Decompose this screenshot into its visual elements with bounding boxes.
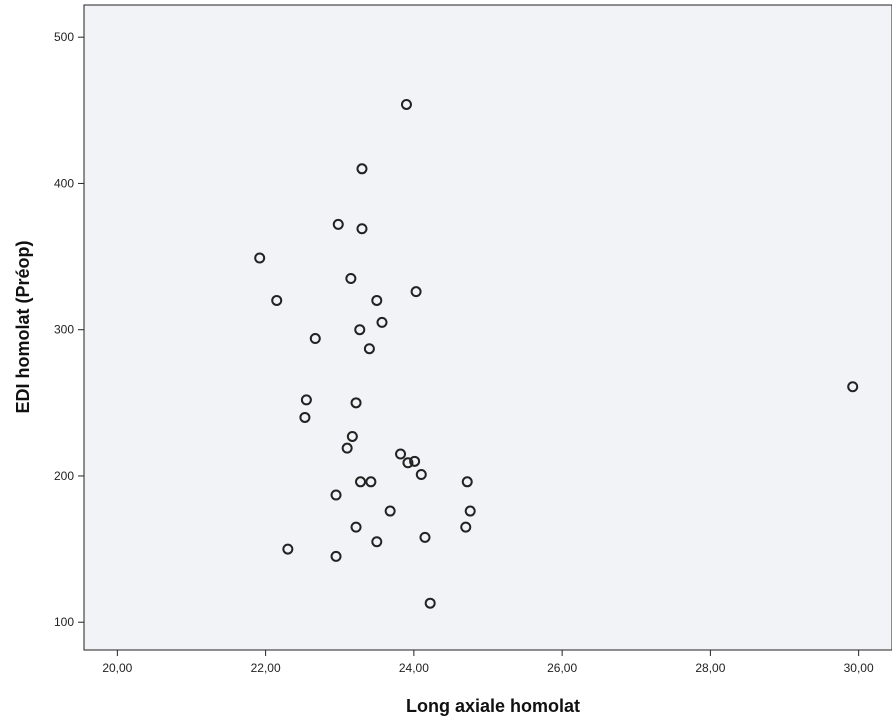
y-tick-label: 300 xyxy=(54,323,74,337)
data-point xyxy=(330,550,342,562)
data-point xyxy=(371,294,383,306)
data-point xyxy=(384,505,396,517)
data-point xyxy=(402,457,414,469)
data-point xyxy=(363,343,375,355)
data-point xyxy=(400,98,412,110)
x-tick-label: 26,00 xyxy=(547,661,577,675)
data-point xyxy=(415,468,427,480)
data-point xyxy=(345,273,357,285)
data-point xyxy=(282,543,294,555)
x-axis: 20,00 22,00 24,00 26,00 28,00 30,00 xyxy=(102,650,874,675)
x-axis-title: Long axiale homolat xyxy=(406,696,580,716)
data-point xyxy=(330,489,342,501)
data-point xyxy=(395,448,407,460)
data-point xyxy=(354,476,366,488)
data-point xyxy=(350,521,362,533)
y-tick-label: 100 xyxy=(54,615,74,629)
data-points xyxy=(254,98,859,609)
data-point xyxy=(350,397,362,409)
data-point xyxy=(346,430,358,442)
data-point xyxy=(356,223,368,235)
data-point xyxy=(376,316,388,328)
plot-background xyxy=(83,4,892,651)
data-point xyxy=(341,442,353,454)
data-point xyxy=(254,252,266,264)
y-tick-label: 400 xyxy=(54,176,74,190)
data-point xyxy=(419,531,431,543)
data-point xyxy=(365,476,377,488)
x-tick-label: 28,00 xyxy=(695,661,725,675)
data-point xyxy=(271,294,283,306)
data-point xyxy=(332,218,344,230)
data-point xyxy=(356,163,368,175)
data-point xyxy=(464,505,476,517)
data-point xyxy=(424,597,436,609)
data-point xyxy=(410,286,422,298)
y-axis-title: EDI homolat (Préop) xyxy=(13,240,33,413)
x-tick-label: 22,00 xyxy=(251,661,281,675)
data-point xyxy=(309,332,321,344)
data-point xyxy=(461,476,473,488)
data-point xyxy=(847,381,859,393)
y-axis: 100 200 300 400 500 xyxy=(54,30,84,629)
y-tick-label: 500 xyxy=(54,30,74,44)
data-point xyxy=(299,411,311,423)
data-point xyxy=(460,521,472,533)
data-point xyxy=(354,324,366,336)
x-tick-label: 30,00 xyxy=(844,661,874,675)
data-point xyxy=(371,536,383,548)
x-tick-label: 20,00 xyxy=(102,661,132,675)
data-point xyxy=(409,455,421,467)
data-point xyxy=(300,394,312,406)
x-tick-label: 24,00 xyxy=(399,661,429,675)
y-tick-label: 200 xyxy=(54,469,74,483)
